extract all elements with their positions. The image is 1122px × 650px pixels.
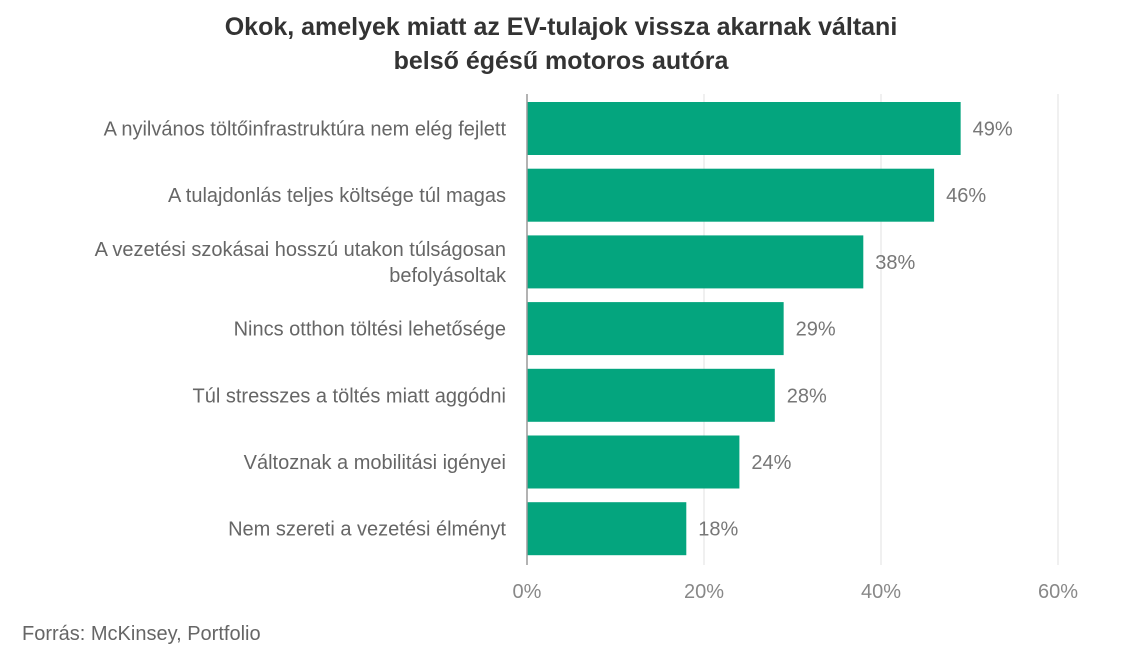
- x-tick-label: 20%: [684, 581, 724, 603]
- chart-title-line-2: belső égésű motoros autóra: [393, 47, 729, 75]
- source-note: Forrás: McKinsey, Portfolio: [22, 623, 261, 645]
- category-label: Nem szereti a vezetési élményt: [228, 519, 506, 541]
- category-label: Túl stresszes a töltés miatt aggódni: [193, 385, 506, 407]
- bar: [527, 368, 775, 422]
- x-tick-label: 0%: [513, 581, 542, 603]
- value-label: 49%: [973, 119, 1013, 141]
- category-label: Nincs otthon töltési lehetősége: [234, 319, 506, 341]
- category-label: A tulajdonlás teljes költsége túl magas: [168, 185, 506, 207]
- x-tick-label: 60%: [1038, 581, 1078, 603]
- category-label: A vezetési szokásai hosszú utakon túlság…: [95, 239, 507, 287]
- bar: [527, 235, 864, 289]
- chart-title-line-1: Okok, amelyek miatt az EV-tulajok vissza…: [224, 13, 898, 41]
- bar: [527, 168, 935, 222]
- value-label: 28%: [787, 385, 827, 407]
- bar: [527, 502, 687, 556]
- value-label: 29%: [796, 319, 836, 341]
- value-label: 46%: [946, 185, 986, 207]
- value-label: 38%: [875, 252, 915, 274]
- bar: [527, 302, 784, 356]
- bar: [527, 102, 961, 155]
- value-label: 24%: [751, 452, 791, 474]
- bar: [527, 435, 740, 489]
- category-label: Változnak a mobilitási igényei: [244, 452, 506, 474]
- x-tick-label: 40%: [861, 581, 901, 603]
- value-label: 18%: [698, 519, 738, 541]
- chart-title: Okok, amelyek miatt az EV-tulajok vissza…: [0, 10, 1122, 78]
- category-label: A nyilvános töltőinfrastruktúra nem elég…: [104, 119, 507, 141]
